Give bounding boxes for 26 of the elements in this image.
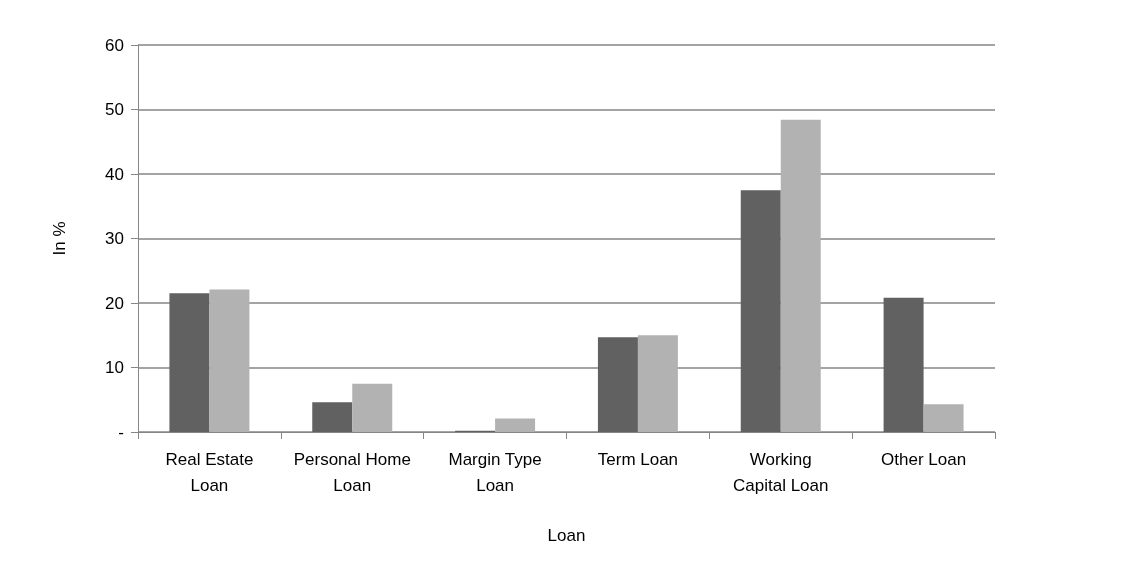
- x-tick-label: Other Loan: [881, 449, 967, 469]
- bar: [923, 404, 964, 432]
- bar: [352, 383, 393, 432]
- bar: [312, 402, 353, 432]
- x-tick-label: Working Capital Loan: [733, 449, 829, 495]
- y-tick-label: 40: [105, 164, 124, 184]
- bar: [495, 418, 536, 432]
- y-tick-label: 30: [105, 229, 124, 248]
- bar: [883, 297, 924, 432]
- bar: [780, 119, 821, 432]
- x-axis-title: Loan: [547, 526, 586, 545]
- bar: [637, 335, 678, 432]
- x-tick-label: Margin Type Loan: [448, 449, 542, 495]
- y-tick-label: 50: [105, 100, 124, 119]
- bar: [740, 190, 781, 432]
- bar: [169, 293, 210, 432]
- x-tick-label: Real Estate Loan: [165, 449, 254, 495]
- bar: [597, 337, 638, 432]
- x-tick-label: Personal Home Loan: [293, 449, 411, 495]
- bar: [209, 289, 250, 432]
- y-tick-label: -: [118, 422, 124, 442]
- y-tick-label: 10: [105, 358, 124, 377]
- x-tick-label: Term Loan: [597, 449, 679, 469]
- y-tick-label: 20: [105, 293, 124, 313]
- y-tick-label: 60: [105, 35, 124, 55]
- y-axis-title: In %: [50, 221, 69, 256]
